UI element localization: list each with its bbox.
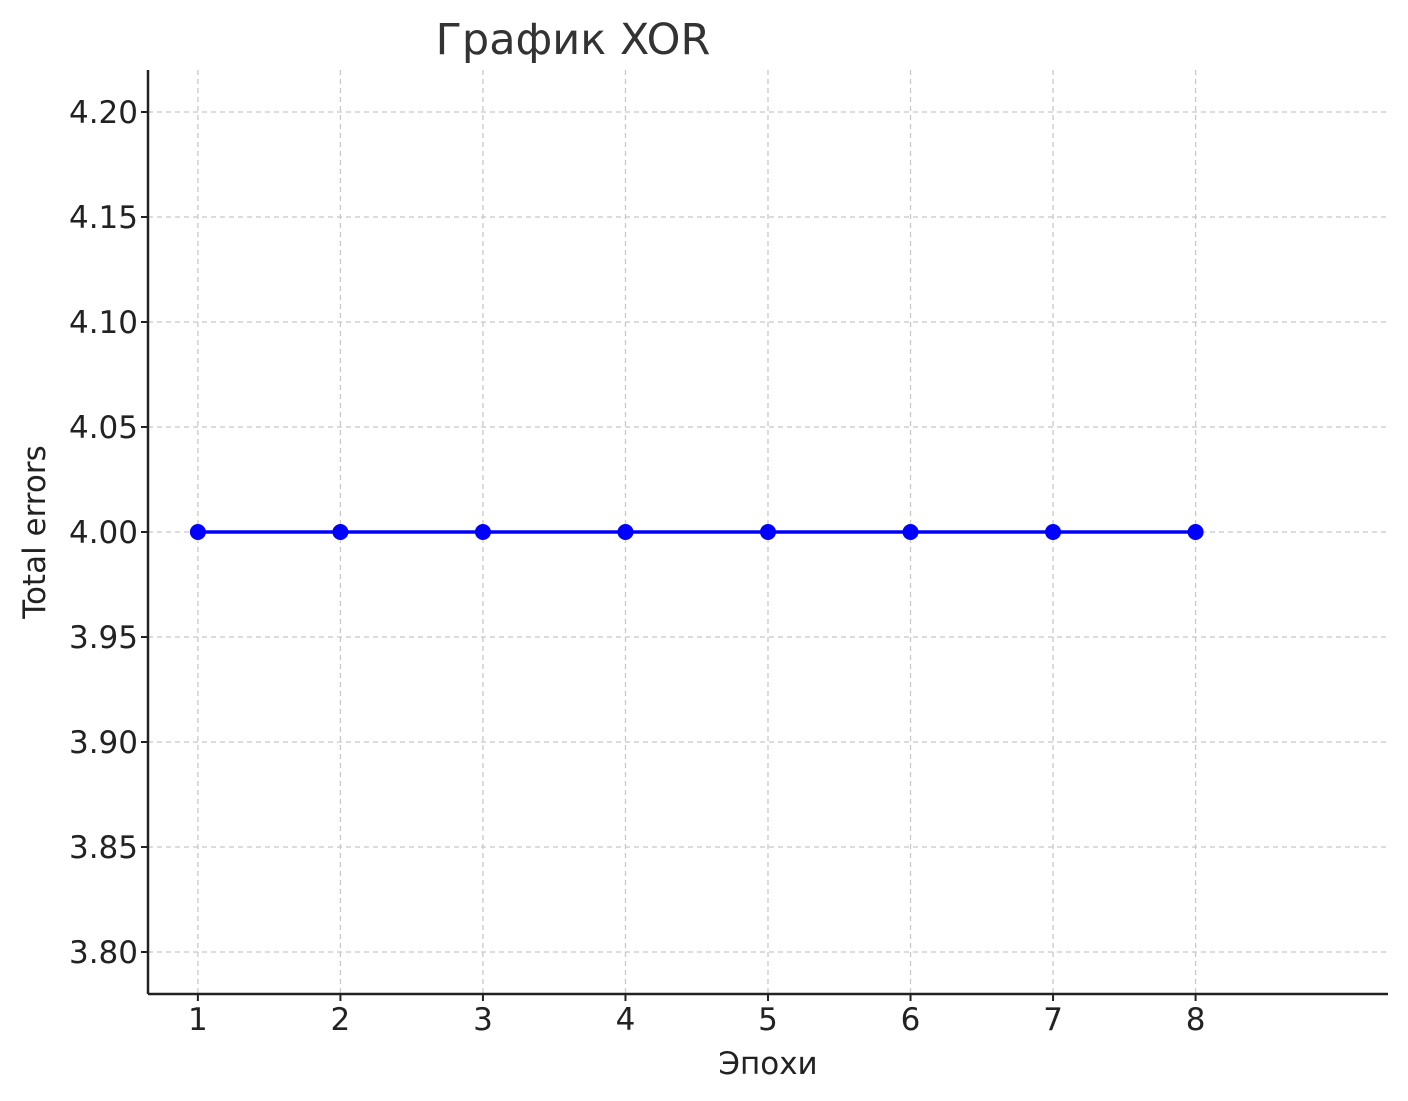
y-tick-label-5: 4.00 [69,515,138,551]
chart-title: График XOR [436,15,711,65]
x-axis-label: Эпохи [718,1046,817,1082]
x-tick-label-3: 3 [473,1002,493,1038]
y-tick-label-8: 4.15 [69,200,138,236]
y-tick-label-4: 3.95 [69,620,138,656]
data-point-1-7 [1045,524,1062,540]
x-tick-label-7: 7 [1043,1002,1063,1038]
x-tick-label-5: 5 [758,1002,778,1038]
y-axis-label: Total errors [17,445,53,619]
data-point-1-2 [332,524,349,540]
x-tick-label-6: 6 [901,1002,921,1038]
data-point-1-1 [189,524,206,540]
ticks: 1 2 3 4 5 6 7 8 3.80 3.85 3.90 3.95 4.00 4.05 4.10 4.15… [69,95,1205,1038]
series-layer [189,524,1204,540]
data-point-1-4 [617,524,634,540]
x-tick-label-2: 2 [331,1002,351,1038]
data-point-1-6 [902,524,919,540]
y-tick-label-3: 3.90 [69,725,138,761]
y-tick-label-6: 4.05 [69,410,138,446]
y-tick-label-2: 3.85 [69,830,138,866]
y-tick-label-7: 4.10 [69,305,138,341]
data-point-1-8 [1187,524,1204,540]
x-tick-label-4: 4 [616,1002,636,1038]
y-tick-label-9: 4.20 [69,95,138,131]
x-tick-label-1: 1 [188,1002,208,1038]
x-tick-label-8: 8 [1186,1002,1206,1038]
y-tick-label-1: 3.80 [69,935,138,971]
data-point-1-5 [760,524,776,540]
data-point-1-3 [474,524,491,540]
